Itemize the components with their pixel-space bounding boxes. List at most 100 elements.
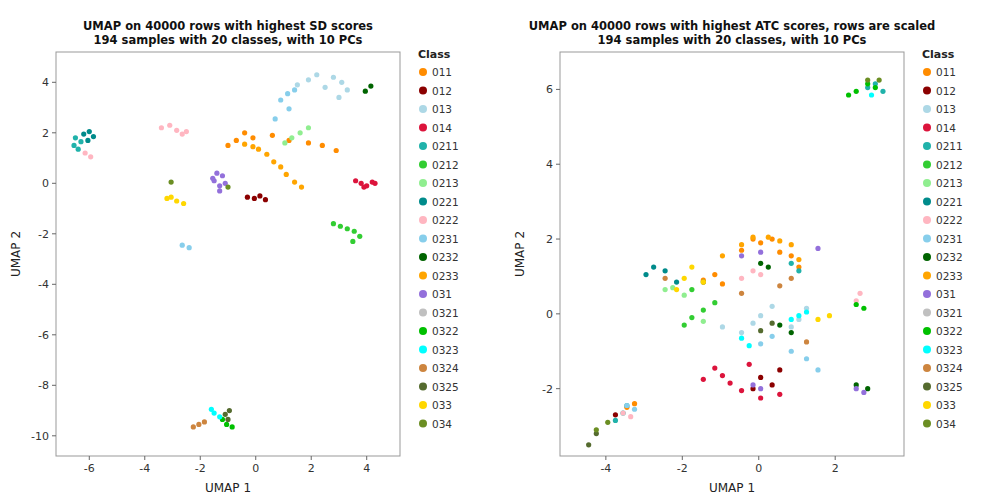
point xyxy=(854,302,859,307)
point xyxy=(770,382,775,387)
point xyxy=(292,87,297,92)
point xyxy=(861,390,866,395)
point xyxy=(76,147,81,152)
x-axis-label: UMAP 1 xyxy=(709,481,755,495)
legend-swatch xyxy=(923,401,931,409)
x-tick-label: 2 xyxy=(308,462,315,475)
legend-swatch xyxy=(923,272,931,280)
y-tick-label: -4 xyxy=(38,278,49,291)
point xyxy=(164,196,169,201)
x-tick-label: 0 xyxy=(755,462,762,475)
y-tick xyxy=(556,89,560,90)
point xyxy=(865,77,870,82)
point xyxy=(256,147,261,152)
x-tick xyxy=(255,456,256,460)
legend-swatch xyxy=(923,142,931,150)
series xyxy=(191,419,207,429)
legend-swatch xyxy=(419,364,427,372)
point xyxy=(314,72,319,77)
series xyxy=(643,264,679,284)
point xyxy=(854,386,859,391)
point xyxy=(750,268,755,273)
point xyxy=(865,386,870,391)
point xyxy=(225,184,230,189)
series xyxy=(663,276,810,345)
point xyxy=(372,181,377,186)
x-tick xyxy=(366,456,367,460)
point xyxy=(674,279,679,284)
legend-swatch xyxy=(923,235,931,243)
point xyxy=(350,239,355,244)
point xyxy=(209,407,214,412)
panel: -4-202-20246UMAP 1UMAP 2UMAP on 40000 ro… xyxy=(513,19,963,495)
point xyxy=(720,281,725,286)
y-tick xyxy=(52,183,56,184)
legend-swatch xyxy=(419,309,427,317)
x-tick-label: -2 xyxy=(677,462,688,475)
point xyxy=(331,221,336,226)
legend-label: 0322 xyxy=(432,325,459,337)
point xyxy=(789,330,794,335)
legend-swatch xyxy=(923,198,931,206)
legend-label: 0221 xyxy=(936,196,963,208)
point xyxy=(174,128,179,133)
point xyxy=(857,291,862,296)
legend-title: Class xyxy=(922,48,955,61)
legend-swatch xyxy=(923,383,931,391)
legend-swatch xyxy=(923,290,931,298)
series xyxy=(242,142,304,190)
legend-label: 014 xyxy=(936,122,956,134)
point xyxy=(712,300,717,305)
point xyxy=(663,287,668,292)
legend-label: 0233 xyxy=(432,270,459,282)
point xyxy=(701,279,706,284)
x-tick-label: 2 xyxy=(832,462,839,475)
x-tick xyxy=(200,456,201,460)
point xyxy=(750,321,755,326)
series xyxy=(720,235,802,263)
point xyxy=(245,195,250,200)
y-tick xyxy=(52,82,56,83)
point xyxy=(682,276,687,281)
point xyxy=(880,89,885,94)
point xyxy=(624,403,629,408)
point xyxy=(295,82,300,87)
series xyxy=(223,408,232,422)
x-tick-label: -4 xyxy=(600,462,611,475)
legend-label: 0321 xyxy=(432,307,459,319)
legend-label: 0233 xyxy=(936,270,963,282)
legend-label: 033 xyxy=(432,399,452,411)
legend-label: 011 xyxy=(936,66,956,78)
series xyxy=(295,72,350,100)
legend-label: 031 xyxy=(432,288,452,300)
series xyxy=(613,367,783,417)
x-tick xyxy=(144,456,145,460)
legend-label: 0324 xyxy=(936,362,963,374)
panel: -6-4-2024-10-8-6-4-2024UMAP 1UMAP 2UMAP … xyxy=(9,19,459,495)
series xyxy=(682,279,718,327)
x-tick-label: -2 xyxy=(195,462,206,475)
x-tick-label: 0 xyxy=(252,462,259,475)
plot-frame xyxy=(56,52,400,456)
point xyxy=(777,367,782,372)
title-line: UMAP on 40000 rows with highest SD score… xyxy=(83,19,373,33)
y-tick xyxy=(556,239,560,240)
series xyxy=(210,171,228,194)
point xyxy=(873,85,878,90)
point xyxy=(739,330,744,335)
y-tick-label: 2 xyxy=(546,233,553,246)
legend-label: 0222 xyxy=(936,214,963,226)
legend-label: 0322 xyxy=(936,325,963,337)
point xyxy=(720,324,725,329)
point xyxy=(804,309,809,314)
x-tick-label: -6 xyxy=(84,462,95,475)
point xyxy=(758,341,763,346)
point xyxy=(225,143,230,148)
legend-label: 0325 xyxy=(936,381,963,393)
point xyxy=(747,362,752,367)
point xyxy=(83,150,88,155)
point xyxy=(250,135,255,140)
legend-label: 0213 xyxy=(432,177,459,189)
point xyxy=(368,83,373,88)
point xyxy=(682,293,687,298)
